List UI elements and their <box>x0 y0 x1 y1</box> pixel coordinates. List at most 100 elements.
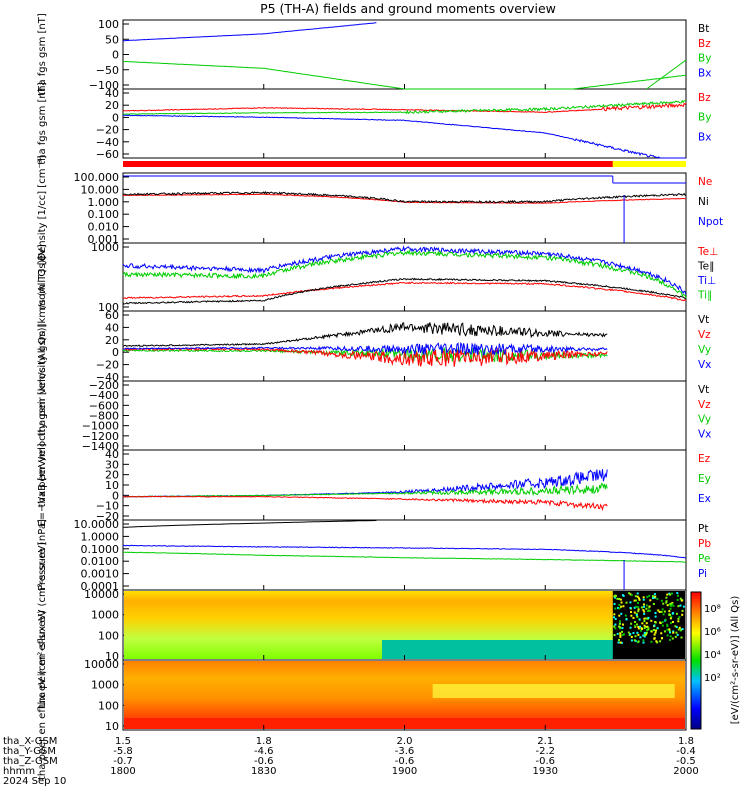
x-axis-value: 1.5 <box>115 736 131 747</box>
peir-noise-pixel <box>625 618 628 621</box>
peir-noise-pixel <box>654 631 657 634</box>
peir-noise-pixel <box>668 613 671 616</box>
peir-noise-pixel <box>643 624 646 627</box>
panel-7-legend-item: Pe <box>698 553 710 565</box>
pressure-pi-line <box>122 544 687 559</box>
peir-noise-pixel <box>642 596 645 599</box>
x-axis-row-name: tha_X-GSM <box>3 736 57 747</box>
peir-noise-pixel <box>653 629 656 632</box>
peir-noise-pixel <box>632 632 635 635</box>
peir-noise-pixel <box>638 598 641 601</box>
peir-noise-pixel <box>637 625 640 628</box>
peir-noise-pixel <box>651 595 654 598</box>
peir-noise-pixel <box>620 601 623 604</box>
peir-noise-pixel <box>620 630 623 633</box>
peir-noise-pixel <box>660 610 663 613</box>
peir-noise-pixel <box>655 640 658 643</box>
peir-noise-pixel <box>641 627 644 630</box>
peir-noise-pixel <box>680 636 683 639</box>
panel-4-ytick-label: −40 <box>96 371 119 384</box>
peir-noise-pixel <box>648 594 651 597</box>
x-axis-value: -0.5 <box>676 756 696 767</box>
panel-5-legend-item: Vz <box>698 399 711 411</box>
peir-noise-pixel <box>650 630 653 633</box>
peir-noise-pixel <box>665 601 668 604</box>
peir-low-energy-band <box>381 640 619 659</box>
panel-6-ytick-label: 0 <box>112 489 119 502</box>
peir-noise-pixel <box>646 595 649 598</box>
panel-5-ytick-label: −400 <box>89 389 119 402</box>
peir-noise-pixel <box>640 606 643 609</box>
panel-5-ytick-label: −1400 <box>82 440 119 453</box>
figure-title: P5 (TH-A) fields and ground moments over… <box>260 1 556 16</box>
panel-1-ytick-label: 0 <box>112 111 119 124</box>
peir-noise-pixel <box>645 604 648 607</box>
peir-noise-pixel <box>645 622 648 625</box>
panel-6-legend-item: Ez <box>698 453 711 465</box>
fgs-bx-line <box>122 22 377 42</box>
peir-noise-pixel <box>642 634 645 637</box>
peir-noise-pixel <box>647 606 650 609</box>
panel-0-ytick-label: −50 <box>96 64 119 77</box>
panel-9-ytick-label: 100 <box>98 699 119 712</box>
panel-3-legend-item: Te⊥ <box>697 246 718 258</box>
panel-8-ytick-label: 10 <box>105 650 119 663</box>
peir-noise-pixel <box>650 619 653 622</box>
peir-noise-pixel <box>637 597 640 600</box>
peir-noise-pixel <box>613 594 616 597</box>
peir-noise-pixel <box>681 613 684 616</box>
panel-6-ytick-label: 40 <box>105 448 119 461</box>
panel-4-ytick-label: 0 <box>112 346 119 359</box>
panel-4-legend-item: Vz <box>698 329 711 341</box>
panel-0-ytick-label: −100 <box>89 79 119 92</box>
peer-low-energy-band <box>124 718 685 729</box>
panel-1-legend-item: By <box>698 112 711 124</box>
peir-noise-pixel <box>620 641 623 644</box>
peir-noise-pixel <box>630 635 633 638</box>
peir-noise-pixel <box>680 628 683 631</box>
peir-noise-pixel <box>672 631 675 634</box>
peir-noise-pixel <box>669 617 672 620</box>
peir-noise-pixel <box>660 599 663 602</box>
panel-1-legend-item: Bx <box>698 131 711 143</box>
peir-noise-pixel <box>639 636 642 639</box>
panel-3-ylabel: mom T3 [eV] <box>37 244 48 309</box>
panel-3-legend-item: Ti∥ <box>697 290 712 302</box>
peir-noise-pixel <box>669 635 672 638</box>
peir-noise-pixel <box>666 623 669 626</box>
colorbar-tick: 10² <box>704 673 721 684</box>
panel-6-ylabel: E=−VxB [mV/m] <box>37 443 48 526</box>
peir-noise-pixel <box>666 625 669 628</box>
peer-yellow-band <box>432 684 675 698</box>
velocity-vt-line <box>122 322 608 348</box>
peir-noise-pixel <box>663 610 666 613</box>
peir-noise-pixel <box>656 641 659 644</box>
x-axis-value: 1800 <box>110 766 135 777</box>
peir-noise-pixel <box>643 627 646 630</box>
temp-ti-par-line <box>122 248 687 299</box>
fgs-by-end <box>646 59 687 90</box>
panel-0-ytick-label: 100 <box>98 18 119 31</box>
peir-noise-pixel <box>637 608 640 611</box>
peir-noise-pixel <box>616 597 619 600</box>
peir-noise-pixel <box>613 613 616 616</box>
velocity-vz-line <box>123 347 608 367</box>
peir-noise-pixel <box>638 618 641 621</box>
panel-8-ytick-label: 10000 <box>84 588 119 601</box>
peir-noise-pixel <box>621 623 624 626</box>
panel-6-ytick-label: 30 <box>105 458 119 471</box>
peir-noise-pixel <box>660 632 663 635</box>
peir-noise-pixel <box>662 602 665 605</box>
panel-2-ytick-label: 100.000 <box>74 171 120 184</box>
peir-noise-pixel <box>637 610 640 613</box>
panel-frame-2 <box>122 172 687 244</box>
peir-noise-pixel <box>668 628 671 631</box>
peir-noise-pixel <box>652 597 655 600</box>
peir-noise-pixel <box>619 641 622 644</box>
panel-0-ylabel: tha fgs gsm [nT] <box>37 13 48 96</box>
panel-4-legend-item: Vt <box>698 314 709 326</box>
peir-noise-pixel <box>614 596 617 599</box>
peir-noise-pixel <box>659 640 662 643</box>
panel-8-ytick-label: 100 <box>98 629 119 642</box>
peir-noise-pixel <box>620 612 623 615</box>
